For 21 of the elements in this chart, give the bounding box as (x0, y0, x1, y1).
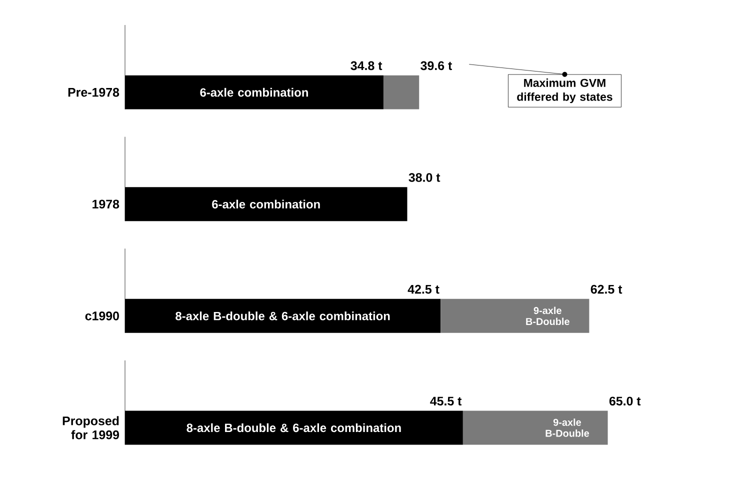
bar (383, 75, 420, 110)
annotation: 6-axle combination (212, 200, 320, 208)
y-tick-label: Proposed for 1999 (62, 416, 120, 440)
y-tick-label: c1990 (85, 312, 119, 320)
annotation: 9-axle B-Double (546, 418, 590, 437)
bar (440, 298, 590, 333)
data-label: 34.8 t (350, 61, 382, 70)
data-label: 45.5 t (430, 396, 462, 406)
annotation: 9-axle B-Double (526, 306, 570, 326)
y-tick-label: Pre-1978 (68, 88, 120, 97)
bar (462, 410, 608, 445)
total-label: 39.6 t (420, 61, 452, 70)
y-tick-label: 1978 (92, 200, 120, 209)
annotation: 8-axle B-double & 6-axle combination (186, 423, 401, 432)
annotation: Maximum GVM differed by states (517, 78, 612, 104)
total-label: 38.0 t (408, 173, 440, 182)
total-label: 65.0 t (609, 396, 641, 406)
annotation: 8-axle B-double & 6-axle combination (176, 312, 390, 320)
total-label: 62.5 t (590, 284, 622, 294)
annotation: 6-axle combination (200, 88, 308, 97)
data-label: 42.5 t (408, 284, 440, 294)
